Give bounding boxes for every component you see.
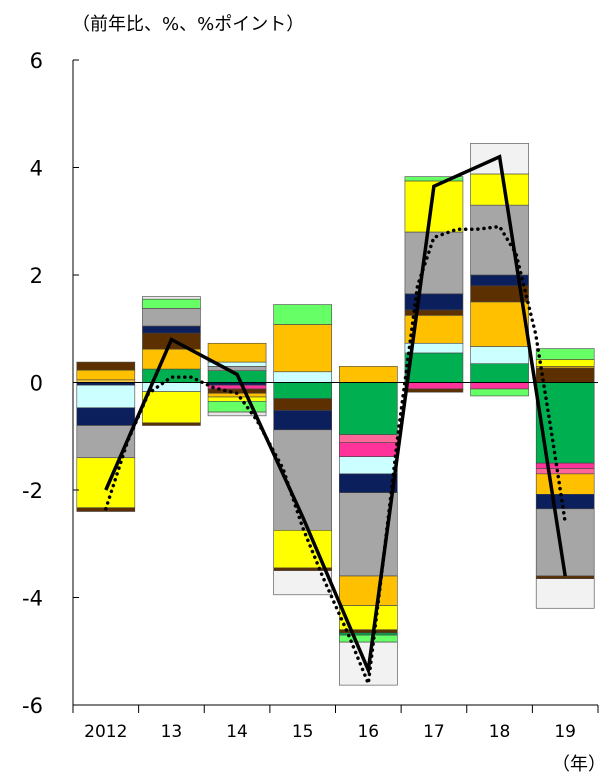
bar-segment-17-pos-4 <box>404 293 464 311</box>
bar-segment-18-pos-5 <box>470 204 529 276</box>
x-tick-label: 17 <box>423 722 445 742</box>
bar-segment-14-neg-1 <box>207 384 267 390</box>
bar-segment-16-neg-2 <box>339 442 398 457</box>
y-tick-label: 2 <box>30 264 43 288</box>
bar-segment-15-neg-1 <box>273 398 332 411</box>
bar-segment-13-neg-1 <box>142 391 201 424</box>
bar-segments <box>76 143 595 686</box>
bar-segment-17-pos-7 <box>404 176 464 182</box>
bar-segment-16-neg-6 <box>339 575 398 606</box>
bar-segment-15-pos-0 <box>273 371 332 383</box>
bar-segment-19-neg-4 <box>535 493 595 510</box>
bar-segment-2012-neg-2 <box>76 407 136 426</box>
bar-segment-19-pos-2 <box>535 359 595 367</box>
x-tick-label: 15 <box>292 722 314 742</box>
bar-segment-19-pos-3 <box>535 348 595 360</box>
bar-segment-13-pos-6 <box>142 296 201 300</box>
series-line-dotted <box>104 224 567 691</box>
bar-segment-18-pos-2 <box>470 301 529 347</box>
y-tick-label: -4 <box>22 587 43 611</box>
bar-segment-14-pos-3 <box>207 342 267 363</box>
bar-segment-18-pos-1 <box>470 346 529 364</box>
x-tick-label: 2012 <box>84 722 127 742</box>
bar-segment-17-neg-0 <box>404 382 464 390</box>
bar-segment-17-pos-0 <box>404 352 464 383</box>
bar-segment-2012-pos-1 <box>76 369 136 381</box>
bar-segment-15-neg-2 <box>273 410 332 431</box>
bar-segment-2012-pos-2 <box>76 361 136 371</box>
bar-segment-18-neg-1 <box>470 388 529 397</box>
y-tick-label: -6 <box>22 694 43 718</box>
x-tick-label: 19 <box>554 722 576 742</box>
bar-segment-19-pos-0 <box>535 367 595 383</box>
bar-segment-16-pos-0 <box>339 366 398 383</box>
bar-segment-14-pos-1 <box>207 366 267 371</box>
bar-segment-14-neg-5 <box>207 401 267 413</box>
y-tick-label: 4 <box>30 157 43 181</box>
series-lines <box>104 154 567 691</box>
bar-segment-19-neg-7 <box>535 578 595 609</box>
bar-segment-15-pos-2 <box>273 304 332 325</box>
x-tick-label: 13 <box>161 722 183 742</box>
bar-segment-13-neg-2 <box>142 422 201 426</box>
x-axis-unit-label: （年） <box>552 754 601 775</box>
bar-segment-16-neg-3 <box>339 456 398 475</box>
axes <box>72 59 599 713</box>
bar-segment-2012-neg-4 <box>76 457 136 509</box>
bar-segment-15-pos-1 <box>273 324 332 373</box>
bar-segment-18-pos-6 <box>470 173 529 206</box>
y-tick-label: 0 <box>30 372 43 396</box>
bar-segment-19-neg-6 <box>535 575 595 579</box>
bar-segment-19-neg-1 <box>535 462 595 469</box>
bar-segment-14-neg-6 <box>207 411 267 417</box>
bar-segment-16-neg-0 <box>339 382 398 435</box>
bar-segment-15-neg-0 <box>273 382 332 399</box>
bar-segment-13-pos-4 <box>142 308 201 327</box>
bar-segment-18-pos-0 <box>470 363 529 383</box>
bar-segment-14-neg-4 <box>207 396 267 402</box>
bar-segment-13-pos-5 <box>142 298 201 309</box>
bar-segment-16-neg-1 <box>339 434 398 444</box>
x-tick-label: 14 <box>226 722 248 742</box>
bar-segment-18-neg-0 <box>470 382 529 390</box>
x-tick-label: 16 <box>357 722 379 742</box>
series-line-solid <box>104 154 567 677</box>
bar-segment-16-neg-4 <box>339 473 398 493</box>
y-tick-label: 6 <box>30 49 43 73</box>
bar-segment-2012-neg-1 <box>76 384 136 409</box>
tick-labels: -6 -4 -2 0 2 4 6 2012 13 14 15 16 17 18 19 <box>22 49 576 742</box>
x-tick-label: 18 <box>489 722 511 742</box>
bar-segment-13-pos-3 <box>142 325 201 334</box>
bar-segment-17-neg-1 <box>404 388 464 393</box>
unit-label: （前年比、%、%ポイント） <box>72 14 305 35</box>
bar-segment-19-neg-2 <box>535 468 595 475</box>
y-tick-label: -2 <box>22 479 43 503</box>
bar-segment-19-neg-3 <box>535 473 595 495</box>
